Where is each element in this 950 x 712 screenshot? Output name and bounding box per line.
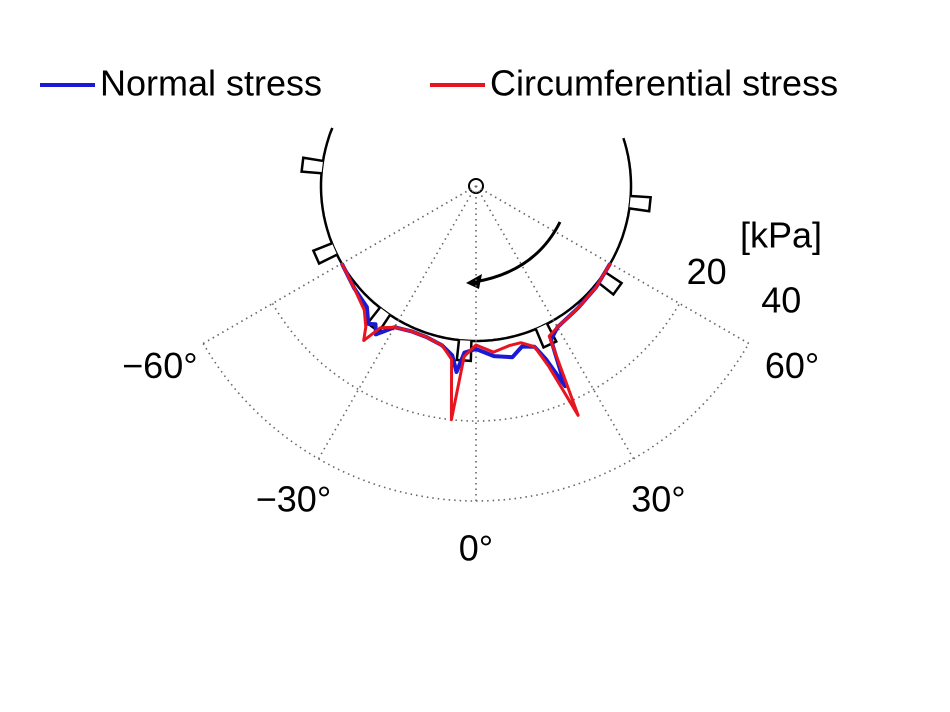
legend-label: Circumferential stress — [490, 63, 838, 104]
ring-tab — [311, 242, 338, 266]
series-line — [340, 262, 612, 422]
rotation-arrow-head — [466, 274, 482, 289]
grid-ray — [202, 185, 477, 345]
rotation-arrow — [473, 221, 562, 284]
ring-with-tabs — [300, 127, 653, 363]
r-tick-label: 40 — [761, 280, 801, 321]
r-axis-label: [kPa] — [740, 215, 822, 256]
theta-tick-label: 60° — [765, 345, 819, 386]
ring-tab — [300, 156, 324, 175]
theta-tick-label: −30° — [256, 479, 331, 520]
legend-label: Normal stress — [100, 63, 322, 104]
theta-tick-label: −60° — [122, 345, 197, 386]
grid-arc — [202, 343, 750, 502]
ring-tab — [629, 194, 653, 213]
theta-tick-label: 0° — [459, 528, 493, 569]
theta-tick-label: 30° — [631, 479, 685, 520]
grid-ray — [475, 185, 635, 460]
r-tick-label: 20 — [687, 251, 727, 292]
